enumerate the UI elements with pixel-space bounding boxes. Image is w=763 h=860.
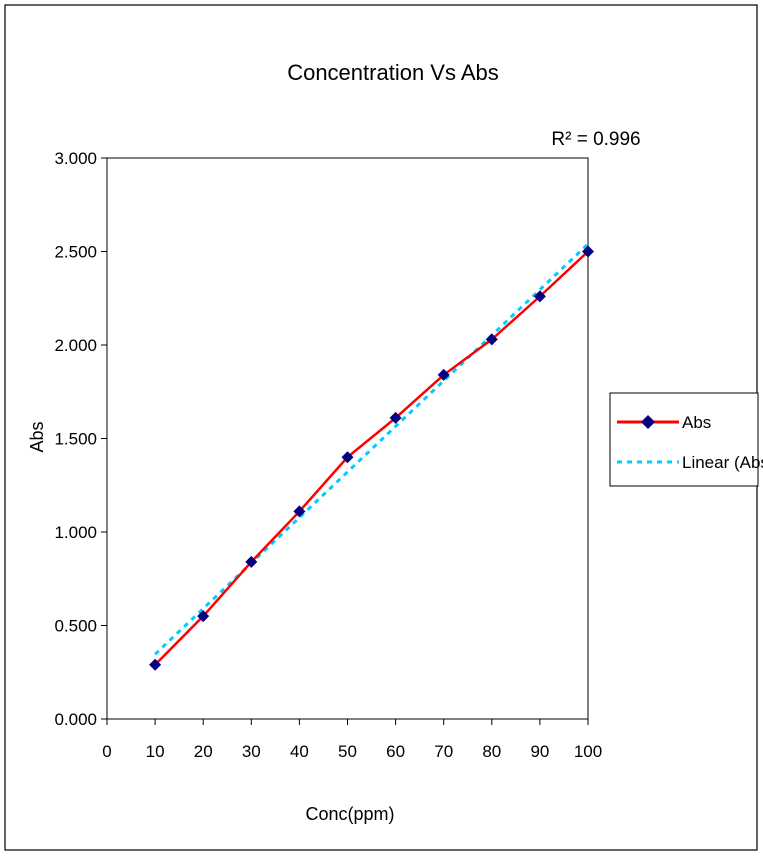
plot-area bbox=[106, 157, 589, 720]
x-tick-label: 30 bbox=[242, 742, 261, 761]
data-point-abs bbox=[437, 368, 450, 381]
x-axis-label: Conc(ppm) bbox=[305, 804, 394, 824]
x-tick-label: 90 bbox=[530, 742, 549, 761]
r-squared-annotation: R² = 0.996 bbox=[551, 129, 640, 150]
data-point-abs bbox=[293, 505, 306, 518]
chart-title: Concentration Vs Abs bbox=[287, 60, 499, 85]
y-axis-label: Abs bbox=[27, 421, 47, 452]
x-tick-label: 20 bbox=[194, 742, 213, 761]
x-tick-label: 60 bbox=[386, 742, 405, 761]
legend: Abs Linear (Abs) bbox=[609, 392, 763, 487]
data-point-abs bbox=[485, 333, 498, 346]
data-point-abs bbox=[533, 290, 546, 303]
y-tick-label: 0.500 bbox=[54, 617, 97, 636]
data-point-abs bbox=[582, 245, 594, 258]
y-tick-label: 1.500 bbox=[54, 430, 97, 449]
x-tick-label: 10 bbox=[146, 742, 165, 761]
data-point-abs bbox=[197, 610, 210, 623]
legend-box bbox=[609, 392, 759, 487]
y-tick-label: 1.000 bbox=[54, 523, 97, 542]
legend-label-abs: Abs bbox=[682, 413, 711, 432]
data-point-abs bbox=[149, 658, 162, 671]
series-layer bbox=[149, 245, 594, 671]
data-point-abs bbox=[245, 555, 258, 568]
x-tick-label: 70 bbox=[434, 742, 453, 761]
y-tick-label: 3.000 bbox=[54, 149, 97, 168]
y-tick-label: 0.000 bbox=[54, 710, 97, 729]
legend-marker-abs bbox=[641, 415, 655, 429]
ticks-layer: 0.000 0.500 1.000 1.500 2.000 2.500 3.000 0 10 20… bbox=[54, 149, 602, 761]
legend-label-linear: Linear (Abs) bbox=[682, 453, 763, 472]
y-tick-label: 2.000 bbox=[54, 336, 97, 355]
x-tick-label: 100 bbox=[574, 742, 602, 761]
x-tick-label: 40 bbox=[290, 742, 309, 761]
x-tick-label: 50 bbox=[338, 742, 357, 761]
x-tick-label: 0 bbox=[102, 742, 111, 761]
data-point-abs bbox=[389, 411, 402, 424]
y-tick-label: 2.500 bbox=[54, 243, 97, 262]
x-tick-label: 80 bbox=[482, 742, 501, 761]
series-line-abs bbox=[154, 250, 589, 666]
data-point-abs bbox=[341, 451, 354, 464]
